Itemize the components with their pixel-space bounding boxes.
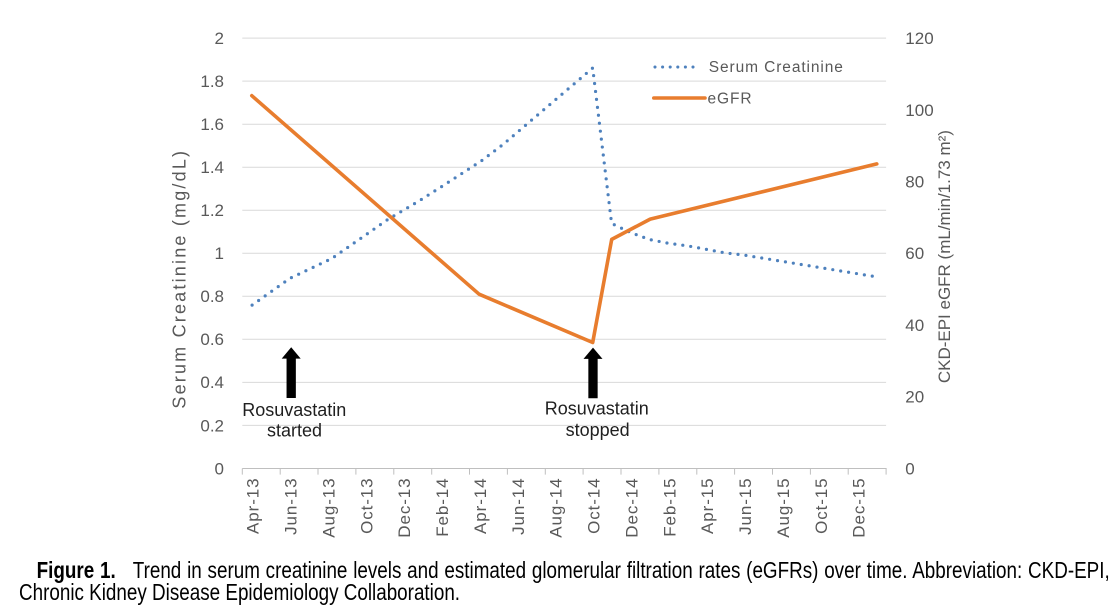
svg-text:Feb-15: Feb-15 <box>660 478 679 537</box>
svg-text:100: 100 <box>905 101 933 120</box>
svg-text:Jun-13: Jun-13 <box>282 478 301 535</box>
svg-text:Jun-14: Jun-14 <box>509 478 528 535</box>
svg-text:Aug-15: Aug-15 <box>774 478 793 538</box>
svg-text:stopped: stopped <box>566 420 630 440</box>
svg-text:Oct-13: Oct-13 <box>357 478 376 534</box>
svg-text:Rosuvastatin: Rosuvastatin <box>242 400 346 420</box>
svg-text:0.8: 0.8 <box>200 287 224 306</box>
svg-text:80: 80 <box>905 173 924 192</box>
svg-text:0: 0 <box>215 459 224 478</box>
svg-text:Serum Creatinine: Serum Creatinine <box>709 59 844 76</box>
svg-text:Jun-15: Jun-15 <box>736 478 755 535</box>
svg-text:1.4: 1.4 <box>200 158 224 177</box>
svg-text:Apr-13: Apr-13 <box>244 478 263 534</box>
svg-text:Aug-13: Aug-13 <box>320 478 339 538</box>
svg-text:Dec-13: Dec-13 <box>395 478 414 538</box>
svg-text:1.8: 1.8 <box>200 72 224 91</box>
svg-text:120: 120 <box>905 29 933 48</box>
svg-text:1.2: 1.2 <box>200 201 224 220</box>
svg-text:Feb-14: Feb-14 <box>433 478 452 537</box>
svg-text:0.6: 0.6 <box>200 330 224 349</box>
svg-text:Serum Creatinine (mg/dL): Serum Creatinine (mg/dL) <box>170 149 190 409</box>
svg-text:Oct-14: Oct-14 <box>585 478 604 534</box>
svg-text:CKD-EPI eGFR (mL/min/1.73 m²): CKD-EPI eGFR (mL/min/1.73 m²) <box>935 130 954 383</box>
svg-text:Rosuvastatin: Rosuvastatin <box>545 399 649 419</box>
svg-text:Aug-14: Aug-14 <box>547 478 566 538</box>
svg-text:60: 60 <box>905 244 924 263</box>
svg-text:0.4: 0.4 <box>200 373 224 392</box>
svg-text:1.6: 1.6 <box>200 115 224 134</box>
svg-text:Oct-15: Oct-15 <box>812 478 831 534</box>
svg-text:0: 0 <box>905 459 914 478</box>
svg-text:1: 1 <box>215 244 224 263</box>
svg-text:Dec-14: Dec-14 <box>623 478 642 538</box>
svg-text:2: 2 <box>215 29 224 48</box>
svg-text:0.2: 0.2 <box>200 416 224 435</box>
svg-text:eGFR: eGFR <box>708 91 753 108</box>
svg-text:Apr-14: Apr-14 <box>471 478 490 534</box>
svg-text:started: started <box>267 421 322 441</box>
svg-text:Apr-15: Apr-15 <box>698 478 717 534</box>
svg-text:Dec-15: Dec-15 <box>850 478 869 538</box>
svg-text:40: 40 <box>905 316 924 335</box>
svg-text:20: 20 <box>905 388 924 407</box>
